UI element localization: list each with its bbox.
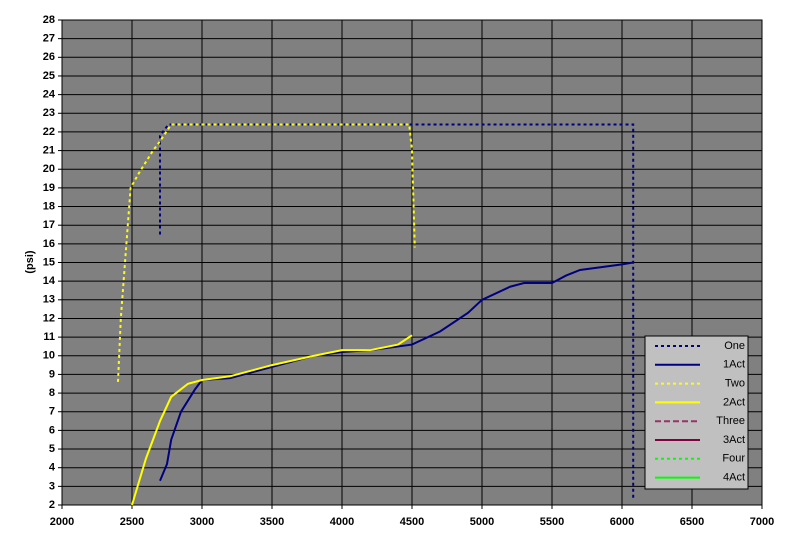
- legend-label: 3Act: [723, 434, 745, 446]
- legend-label: One: [724, 340, 745, 352]
- x-tick-label: 3500: [260, 516, 284, 528]
- y-tick-label: 11: [43, 331, 55, 343]
- y-tick-label: 4: [49, 462, 56, 474]
- y-tick-label: 23: [43, 107, 55, 119]
- y-tick-label: 6: [49, 424, 55, 436]
- y-tick-label: 9: [49, 368, 55, 380]
- y-tick-label: 17: [43, 219, 55, 231]
- x-tick-label: 2500: [120, 516, 144, 528]
- legend-box: [644, 335, 749, 490]
- x-tick-label: 4000: [330, 516, 354, 528]
- y-tick-label: 10: [43, 350, 55, 362]
- x-tick-label: 5500: [540, 516, 564, 528]
- y-tick-label: 7: [49, 406, 55, 418]
- y-tick-label: 28: [43, 14, 55, 26]
- y-tick-label: 18: [43, 200, 55, 212]
- x-tick-label: 2000: [50, 516, 74, 528]
- legend-label: Three: [716, 415, 745, 427]
- y-tick-label: 2: [49, 499, 55, 511]
- y-tick-label: 15: [43, 256, 55, 268]
- y-axis-label: (psi): [24, 250, 36, 274]
- series-line: [117, 123, 416, 382]
- y-tick-label: 16: [43, 238, 55, 250]
- y-tick-label: 21: [43, 144, 55, 156]
- plot-border: [61, 19, 763, 506]
- legend-label: Four: [722, 453, 745, 465]
- legend-label: 2Act: [723, 396, 745, 408]
- y-tick-label: 8: [49, 387, 55, 399]
- y-tick-label: 25: [43, 70, 55, 82]
- x-tick-label: 5000: [470, 516, 494, 528]
- y-tick-label: 12: [43, 312, 55, 324]
- y-tick-label: 24: [43, 89, 56, 101]
- x-tick-label: 3000: [190, 516, 214, 528]
- y-tick-label: 14: [43, 275, 56, 287]
- series-line: [131, 334, 413, 506]
- legend-label: 1Act: [723, 359, 745, 371]
- y-tick-label: 5: [49, 443, 55, 455]
- legend-label: 4Act: [723, 472, 745, 484]
- x-tick-label: 7000: [750, 516, 774, 528]
- y-tick-label: 3: [49, 480, 55, 492]
- y-tick-label: 22: [43, 126, 55, 138]
- y-tick-label: 27: [43, 33, 55, 45]
- x-tick-label: 6000: [610, 516, 634, 528]
- y-tick-label: 26: [43, 51, 55, 63]
- x-tick-label: 4500: [400, 516, 424, 528]
- y-tick-label: 20: [43, 163, 55, 175]
- y-tick-label: 19: [43, 182, 55, 194]
- legend-label: Two: [725, 378, 745, 390]
- y-tick-label: 13: [43, 294, 55, 306]
- x-tick-label: 6500: [680, 516, 704, 528]
- series-line: [159, 261, 634, 482]
- series-line: [159, 123, 635, 500]
